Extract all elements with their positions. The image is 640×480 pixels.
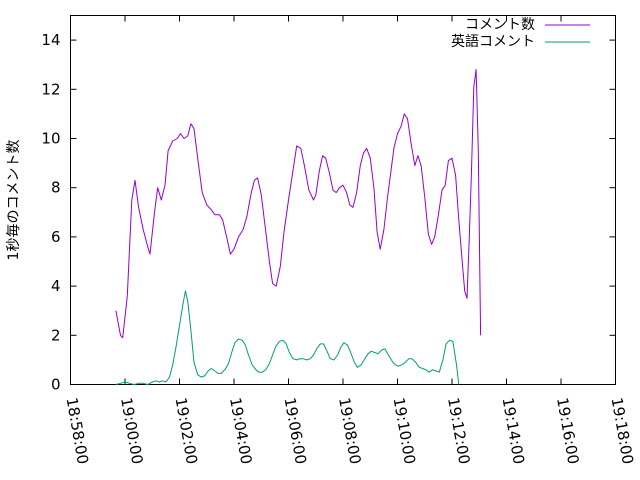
y-tick-label: 0	[51, 376, 61, 394]
y-tick-label: 6	[51, 228, 61, 246]
y-axis-label: 1秒毎のコメント数	[6, 140, 22, 261]
legend: コメント数 英語コメント	[451, 17, 590, 50]
y-tick-label: 14	[41, 31, 60, 49]
x-tick-label: 19:06:00	[281, 396, 310, 465]
y-axis-ticks: 0 2 4 6 8 10 12 14	[41, 31, 616, 394]
plot-frame	[70, 15, 616, 385]
x-tick-label: 19:18:00	[608, 396, 637, 465]
legend-label-comment-count: コメント数	[465, 17, 535, 33]
series-line-0	[115, 69, 482, 339]
y-tick-label: 12	[41, 80, 60, 98]
x-axis-ticks: 18:58:00 19:00:00 19:02:00 19:04:00 19:06:00…	[63, 15, 637, 466]
x-tick-label: 18:58:00	[63, 396, 92, 465]
y-tick-label: 8	[51, 179, 61, 197]
x-tick-label: 19:12:00	[444, 396, 473, 465]
x-tick-label: 19:02:00	[172, 396, 201, 465]
series-layer	[115, 69, 482, 385]
x-tick-label: 19:10:00	[390, 396, 419, 465]
x-tick-label: 19:16:00	[553, 396, 582, 465]
x-tick-label: 19:08:00	[335, 396, 364, 465]
y-tick-label: 4	[51, 277, 61, 295]
legend-label-english-comments: 英語コメント	[451, 33, 535, 50]
x-tick-label: 19:00:00	[117, 396, 146, 465]
y-tick-label: 2	[51, 326, 61, 344]
series-line-1	[115, 290, 460, 385]
x-tick-label: 19:04:00	[226, 396, 255, 465]
y-tick-label: 10	[41, 130, 60, 148]
x-tick-label: 19:14:00	[499, 396, 528, 465]
